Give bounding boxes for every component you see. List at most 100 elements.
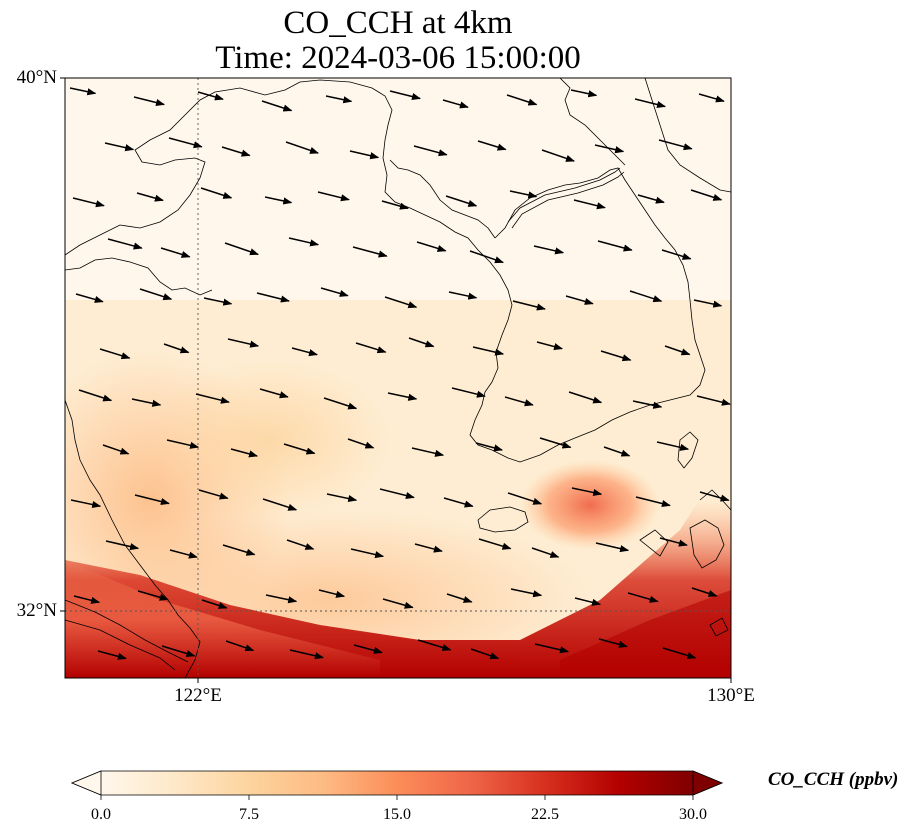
wind-arrow xyxy=(506,94,538,106)
wind-arrow xyxy=(70,499,102,509)
wind-arrow xyxy=(541,149,575,162)
wind-arrow xyxy=(323,397,358,410)
wind-arrow xyxy=(696,395,731,406)
colorbar-label: CO_CCH (ppbv) xyxy=(768,769,899,790)
wind-arrow xyxy=(664,345,691,356)
wind-arrow xyxy=(470,648,500,660)
wind-arrow xyxy=(195,393,230,404)
wind-arrow xyxy=(201,599,228,609)
wind-arrow xyxy=(283,443,316,455)
wind-arrow xyxy=(160,247,191,258)
wind-arrow xyxy=(414,543,443,553)
wind-arrow xyxy=(347,438,375,449)
wind-arrow xyxy=(598,638,628,648)
lon-tick-label: 122°E xyxy=(174,685,222,706)
wind-arrow xyxy=(72,197,105,208)
wind-arrow xyxy=(256,292,290,303)
colorbar-tick-label: 7.5 xyxy=(239,806,259,823)
wind-arrow xyxy=(69,87,97,96)
wind-arrow xyxy=(571,487,603,497)
wind-arrow xyxy=(533,245,565,255)
colorbar-tick-label: 0.0 xyxy=(91,806,111,823)
colorbar-tick-label: 22.5 xyxy=(531,806,559,823)
wind-arrow xyxy=(693,299,723,308)
wind-arrow xyxy=(698,93,725,103)
wind-arrow xyxy=(355,342,387,354)
wind-arrow xyxy=(662,647,697,659)
wind-arrow xyxy=(690,189,723,201)
wind-arrow xyxy=(289,649,324,660)
wind-arrow xyxy=(73,595,101,604)
wind-arrow xyxy=(477,140,507,151)
wind-arrow xyxy=(105,540,140,551)
wind-arrow xyxy=(197,91,224,101)
wind-arrow xyxy=(230,448,258,458)
wind-arrow xyxy=(381,200,409,210)
wind-arrow xyxy=(509,190,538,199)
colorbar-tick-label: 30.0 xyxy=(679,806,707,823)
wind-arrow xyxy=(512,300,546,311)
wind-arrow xyxy=(475,442,503,452)
wind-arrow xyxy=(442,99,469,109)
wind-arrow xyxy=(445,195,478,207)
wind-arrow xyxy=(104,142,135,152)
wind-arrow xyxy=(136,192,164,202)
wind-arrow xyxy=(387,392,418,401)
wind-arrow xyxy=(595,542,630,553)
wind-arrow xyxy=(691,587,718,597)
wind-arrow xyxy=(78,389,113,402)
wind-arrow xyxy=(389,90,421,101)
wind-arrow xyxy=(139,288,173,301)
wind-arrow xyxy=(317,191,350,202)
wind-arrow xyxy=(634,98,666,109)
wind-arrow xyxy=(446,593,473,603)
wind-arrow xyxy=(264,196,293,205)
wind-arrow xyxy=(635,496,671,508)
wind-arrow xyxy=(107,238,143,250)
wind-arrow xyxy=(261,100,293,112)
wind-arrow xyxy=(326,493,358,503)
wind-arrow xyxy=(539,437,572,449)
wind-arrow xyxy=(166,439,200,449)
wind-arrow xyxy=(288,237,320,247)
wind-arrow xyxy=(568,391,603,404)
wind-arrow xyxy=(200,187,233,199)
lat-tick-label: 40°N xyxy=(16,67,57,88)
plot-frame xyxy=(64,77,732,679)
wind-arrow xyxy=(413,145,448,157)
wind-arrow xyxy=(379,488,415,500)
wind-arrow xyxy=(510,588,543,598)
wind-arrow xyxy=(699,491,730,502)
wind-arrow xyxy=(222,544,256,556)
wind-arrow xyxy=(224,242,259,256)
wind-arrow xyxy=(99,348,131,360)
wind-arrow xyxy=(534,643,569,654)
wind-arrow xyxy=(259,388,289,399)
wind-arrow xyxy=(163,343,190,354)
wind-arrow xyxy=(472,346,505,356)
wind-arrow xyxy=(637,194,665,204)
wind-arrow xyxy=(658,139,693,151)
wind-arrow xyxy=(131,398,162,407)
wind-arrow xyxy=(285,141,319,154)
wind-arrow xyxy=(627,592,659,603)
wind-arrow xyxy=(597,240,633,252)
wind-arrow xyxy=(417,639,452,651)
wind-arrow xyxy=(632,400,663,409)
wind-arrow xyxy=(565,295,594,305)
wind-arrow xyxy=(102,444,130,455)
colorbar-bar xyxy=(70,770,724,796)
wind-arrow xyxy=(443,497,474,508)
wind-arrow xyxy=(570,89,598,98)
wind-arrow xyxy=(203,297,233,306)
concentration-field xyxy=(65,78,731,678)
wind-arrow xyxy=(161,645,196,657)
colorbar-tick-label: 15.0 xyxy=(383,806,411,823)
wind-arrow xyxy=(169,549,198,559)
wind-vectors xyxy=(69,87,731,660)
wind-arrow xyxy=(168,137,203,149)
wind-arrow xyxy=(408,337,435,348)
wind-arrow xyxy=(629,290,663,303)
wind-arrow xyxy=(349,150,380,160)
